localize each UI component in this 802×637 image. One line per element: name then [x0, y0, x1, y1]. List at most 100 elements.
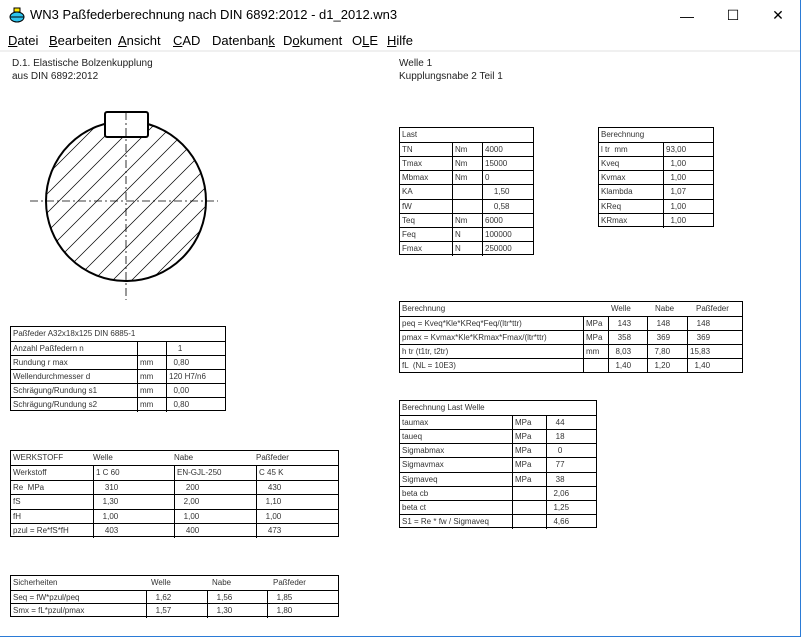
table-cell: beta ct — [402, 502, 427, 512]
menu-item-6[interactable]: OLE — [352, 33, 378, 48]
menu-label-part: k — [268, 33, 275, 48]
menu-label-part: D — [8, 33, 18, 48]
table-header-row: Berechnung Welle Nabe Paßfeder — [400, 302, 742, 316]
hatch-line — [129, 121, 206, 281]
table-header-row: Paßfeder A32x18x125 DIN 6885-1 — [11, 327, 225, 341]
menu-item-1[interactable]: Bearbeiten — [49, 33, 112, 48]
column-header: Welle — [93, 453, 113, 462]
table-row: taueq MPa 18 — [400, 429, 596, 445]
column-header: Paßfeder — [696, 304, 729, 313]
table-row: Schrägung/Rundung s1 mm 0,00 — [11, 383, 225, 398]
table-cell: S1 = Re * fw / Sigmaveq — [402, 516, 489, 526]
table-cell: KRmax — [601, 215, 628, 225]
table-row: fL (NL = 10E3) 1,40 1,20 1,40 — [400, 358, 742, 374]
table-cell: Tmax — [402, 159, 422, 169]
maximize-button[interactable]: ☐ — [710, 0, 756, 31]
table-cell: KA — [402, 187, 413, 197]
table-title: Berechnung — [402, 304, 446, 313]
table-row: S1 = Re * fw / Sigmaveq 4,66 — [400, 513, 596, 529]
table-cell: 1,62 — [146, 590, 207, 605]
table-cell: 15000 — [482, 157, 533, 172]
table-row: Tmax Nm 15000 — [400, 156, 533, 172]
table-cell: pmax = Kvmax*Kle*KRmax*Fmax/(ltr*ttr) — [402, 333, 547, 343]
table-cell: 403 — [93, 524, 174, 539]
table-last: Last TN Nm 4000 Tmax Nm 15000 Mbmax Nm 0 KA 1,50 fW… — [399, 127, 534, 256]
table-cell: 8,03 — [608, 345, 647, 360]
table-row: fS 1,30 2,00 1,10 — [11, 494, 338, 510]
menu-item-7[interactable]: Hilfe — [387, 33, 413, 48]
hatch-line — [225, 101, 425, 301]
key-rect — [104, 111, 149, 138]
table-cell: 0,58 — [482, 199, 533, 214]
table-cell: 44 — [546, 416, 596, 431]
table-row: KReq 1,00 — [599, 198, 713, 214]
table-cell — [512, 486, 546, 501]
table-cell: 430 — [256, 480, 338, 496]
menu-item-3[interactable]: CAD — [173, 33, 200, 48]
menu-label-part: nsicht — [126, 33, 161, 48]
table-cell: 38 — [546, 472, 596, 487]
table-cell: MPa — [512, 444, 546, 459]
table-row: beta cb 2,06 — [400, 485, 596, 501]
menu-item-0[interactable]: Datei — [8, 33, 38, 48]
table-row: Kveq 1,00 — [599, 156, 713, 172]
table-cell: MPa — [583, 317, 608, 332]
table-cell: peq = Kveq*Kle*KReq*Feq/(ltr*ttr) — [402, 319, 522, 329]
menu-label-part: kument — [299, 33, 343, 48]
menu-label-part: ilfe — [396, 33, 414, 48]
column-header: Welle — [611, 304, 631, 313]
table-cell: 0 — [482, 171, 533, 186]
table-cell: 369 — [647, 331, 687, 346]
table-title: WERKSTOFF — [13, 453, 64, 462]
table-berechnung-p: Berechnung Welle Nabe Paßfeder peq = Kveq*Kl… — [399, 301, 743, 374]
table-row: Teq Nm 6000 — [400, 212, 533, 228]
close-button[interactable]: ✕ — [755, 0, 801, 31]
hatch-line — [46, 121, 122, 281]
table-row: l tr mm 93,00 — [599, 142, 713, 158]
table-cell: MPa — [512, 430, 546, 445]
table-cell: Sigmaveq — [402, 474, 438, 484]
table-cell: 1 C 60 — [93, 466, 174, 481]
table-row: KA 1,50 — [400, 184, 533, 200]
table-cell: 6000 — [482, 213, 533, 228]
table-cell: 310 — [93, 480, 174, 496]
table-cell: mm — [137, 370, 166, 384]
menu-item-4[interactable]: Datenbank — [212, 33, 275, 48]
table-cell: 1,20 — [647, 359, 687, 374]
table-cell: pzul = Re*fS*fH — [13, 526, 69, 535]
table-row: Werkstoff 1 C 60 EN-GJL-250 C 45 K — [11, 465, 338, 481]
table-cell: 0 — [546, 444, 596, 459]
menu-label-part: earbeiten — [57, 33, 112, 48]
menu-item-5[interactable]: Dokument — [283, 33, 342, 48]
table-cell: fW — [402, 201, 412, 211]
table-row: peq = Kveq*Kle*KReq*Feq/(ltr*ttr) MPa 143… — [400, 316, 742, 332]
table-cell: 250000 — [482, 241, 533, 256]
title-bar: WN3 Paßfederberechnung nach DIN 6892:201… — [0, 0, 800, 31]
table-cell: Smx = fL*pzul/pmax — [13, 606, 85, 616]
doc-subtitle: aus DIN 6892:2012 — [12, 71, 99, 82]
menu-label-part: B — [49, 33, 58, 48]
menu-label-part: L — [362, 33, 370, 48]
table-cell: 1,30 — [93, 495, 174, 510]
menu-item-2[interactable]: Ansicht — [118, 33, 161, 48]
table-sicherheiten: Sicherheiten Welle Nabe Paßfeder Seq = fW*pz… — [10, 575, 339, 618]
table-cell: l tr mm — [601, 145, 628, 155]
table-row: Smx = fL*pzul/pmax 1,57 1,30 1,80 — [11, 603, 338, 618]
table-cell: Nm — [452, 143, 482, 158]
table-cell: fH — [13, 511, 21, 521]
menu-label-part: o — [292, 33, 300, 48]
table-cell: MPa — [512, 472, 546, 487]
table-cell: h tr (t1tr, t2tr) — [402, 347, 449, 357]
table-cell: 2,06 — [546, 486, 596, 501]
menu-bar: Datei Bearbeiten Ansicht CAD Datenbank Dokume… — [0, 31, 800, 52]
minimize-button[interactable]: — — [664, 0, 710, 31]
table-cell: 1,00 — [256, 509, 338, 524]
menu-label-part: H — [387, 33, 397, 48]
table-cell: 15,83 — [687, 345, 742, 360]
table-cell: Sigmabmax — [402, 446, 445, 456]
table-header-row: WERKSTOFF Welle Nabe Paßfeder — [11, 451, 338, 465]
table-cell: Nm — [452, 213, 482, 228]
table-cell: Nm — [452, 171, 482, 186]
column-header: Nabe — [212, 578, 232, 587]
